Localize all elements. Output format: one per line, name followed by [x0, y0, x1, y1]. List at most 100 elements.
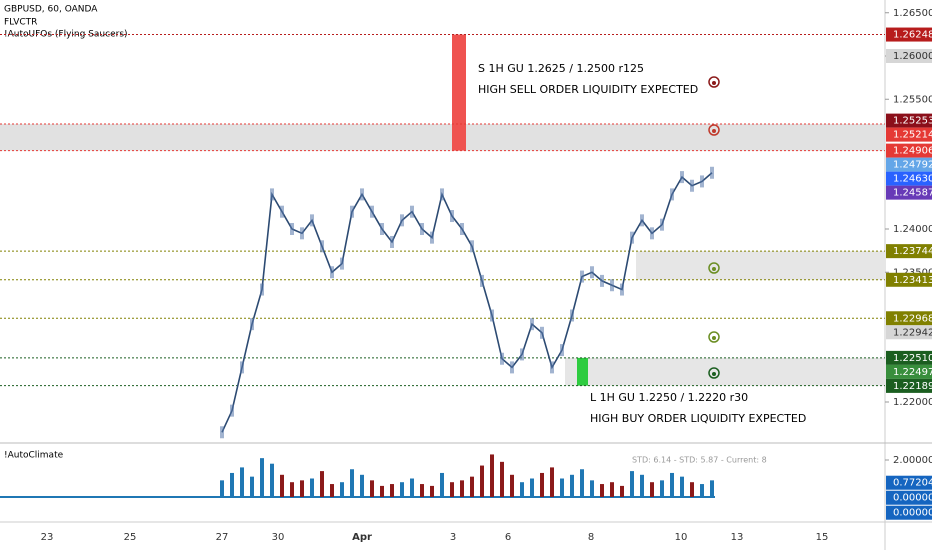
histogram-bar	[530, 478, 534, 497]
histogram-bar	[230, 472, 234, 497]
x-tick-label: 27	[216, 532, 229, 543]
candle	[310, 214, 314, 227]
x-tick-label: 8	[588, 532, 594, 543]
level-label: 1.23744	[893, 246, 932, 257]
candle	[370, 205, 374, 218]
level-badge	[886, 244, 932, 259]
candle	[270, 188, 274, 201]
candle	[480, 274, 484, 287]
y-tick-label: 1.23500	[893, 267, 932, 278]
ufo-marker	[708, 262, 720, 274]
histogram-bar	[550, 467, 554, 497]
symbol: GBPUSD, 60, OANDA	[4, 5, 98, 15]
histogram-bar	[690, 482, 694, 497]
candle	[470, 240, 474, 253]
x-tick-label: 23	[41, 532, 54, 543]
y-tick-label: 1.26500	[893, 8, 932, 19]
histogram-bar	[260, 458, 264, 497]
level-badge	[886, 378, 932, 393]
histogram-bar	[460, 480, 464, 497]
level-label: 1.24587	[893, 188, 932, 199]
level-badge	[886, 49, 932, 63]
level-badge	[886, 490, 932, 505]
candle	[570, 309, 574, 322]
candle	[610, 279, 614, 292]
candle	[560, 344, 564, 357]
histogram-bar	[560, 478, 564, 497]
buy-text: HIGH BUY ORDER LIQUIDITY EXPECTED	[590, 412, 806, 425]
histogram-bar	[510, 474, 514, 497]
candle	[340, 257, 344, 270]
buy-box	[577, 357, 588, 386]
candle	[460, 223, 464, 235]
sell-box	[452, 34, 466, 151]
histogram-bar	[680, 476, 684, 497]
level-label: 1.22942	[893, 327, 932, 338]
candle	[300, 227, 304, 240]
histogram-bar	[310, 478, 314, 497]
histogram-bar	[710, 480, 714, 497]
histogram-bar	[360, 474, 364, 497]
histogram-bar	[600, 484, 604, 497]
level-label: 0.77204	[893, 478, 932, 489]
histogram-bar	[440, 472, 444, 497]
x-tick-label: 10	[675, 532, 688, 543]
candle	[710, 166, 714, 179]
histogram-bar	[490, 454, 494, 497]
histogram-bar	[470, 476, 474, 497]
histogram-bar	[590, 480, 594, 497]
zone	[636, 251, 885, 280]
level-badge	[886, 185, 932, 200]
candle	[390, 235, 394, 248]
histogram-bar	[270, 463, 274, 497]
zone	[565, 357, 885, 386]
ufo-marker	[708, 124, 720, 136]
histogram-bar	[450, 482, 454, 497]
histogram-bar	[350, 469, 354, 497]
level-label: 1.26000	[893, 51, 932, 62]
histogram-bar	[390, 484, 394, 497]
level-badge	[886, 157, 932, 172]
candle	[260, 283, 264, 296]
histogram-bar	[380, 485, 384, 497]
histogram-bar	[220, 480, 224, 497]
histogram-bar	[330, 484, 334, 497]
ufo-marker	[708, 331, 720, 343]
level-label: 1.25214	[893, 130, 932, 141]
candle	[630, 231, 634, 244]
buy-title: L 1H GU 1.2250 / 1.2220 r30	[590, 391, 748, 404]
osc-title: !AutoClimate	[4, 451, 64, 461]
candle	[280, 205, 284, 218]
candle	[640, 214, 644, 227]
candle	[420, 223, 424, 235]
histogram-bar	[670, 472, 674, 497]
level-label: 1.25253	[893, 116, 932, 127]
level-label: 0.00000	[893, 493, 932, 504]
candle	[530, 318, 534, 331]
x-tick-label: 15	[816, 532, 829, 543]
candle	[360, 188, 364, 201]
zone	[0, 123, 885, 151]
ufo-dot	[712, 336, 716, 340]
histogram-bar	[320, 471, 324, 497]
y-tick-label: 1.24000	[893, 224, 932, 235]
histogram-bar	[300, 480, 304, 497]
candle	[700, 175, 704, 188]
y-tick-label: 2.00000	[893, 455, 932, 466]
histogram-bar	[280, 474, 284, 497]
candle	[290, 223, 294, 235]
candle	[650, 227, 654, 240]
ufo-dot	[712, 81, 716, 85]
candle	[540, 326, 544, 339]
level-badge	[886, 171, 932, 186]
candle	[550, 361, 554, 374]
candle	[220, 426, 224, 439]
y-tick-label: 1.25500	[893, 94, 932, 105]
level-badge	[886, 27, 932, 42]
candle	[660, 218, 664, 231]
histogram-bar	[570, 474, 574, 497]
x-tick-label: Apr	[352, 532, 372, 543]
x-tick-label: 13	[731, 532, 744, 543]
level-badge	[886, 311, 932, 326]
level-badge	[886, 325, 932, 340]
